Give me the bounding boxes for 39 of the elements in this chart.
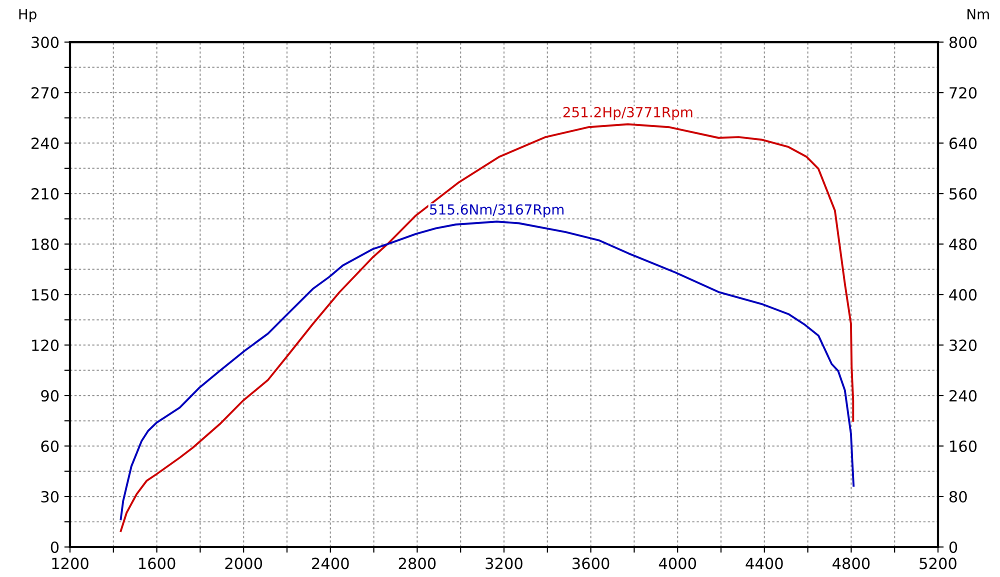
y-tick-label: 180 bbox=[32, 238, 59, 250]
y2-axis-title: Nm bbox=[968, 9, 989, 20]
x-tick-label: 4800 bbox=[832, 558, 870, 570]
x-tick-label: 4000 bbox=[658, 558, 696, 570]
y2-tick-label: 720 bbox=[950, 87, 977, 99]
y-axis-title: Hp bbox=[19, 9, 36, 22]
x-tick-label: 2800 bbox=[398, 558, 436, 570]
annotation: 515.6Nm/3167Rpm bbox=[430, 204, 564, 218]
y2-tick-label: 0 bbox=[949, 541, 958, 554]
y-tick-label: 270 bbox=[32, 87, 59, 99]
x-tick-label: 1600 bbox=[139, 558, 176, 570]
y-tick-label: 300 bbox=[32, 36, 59, 48]
y-tick-label: 210 bbox=[32, 188, 59, 200]
annotation: 251.2Hp/3771Rpm bbox=[563, 106, 692, 120]
y2-tick-label: 480 bbox=[949, 238, 977, 250]
line-series bbox=[120, 123, 854, 532]
y2-tick-label: 80 bbox=[949, 490, 967, 503]
y2-tick-label: 640 bbox=[949, 138, 977, 150]
x-tick-label: 5200 bbox=[920, 558, 956, 570]
y-tick-label: 240 bbox=[32, 138, 59, 150]
y2-tick-label: 160 bbox=[950, 440, 977, 452]
x-tick-label: 4400 bbox=[746, 558, 783, 570]
x-tick-label: 2000 bbox=[225, 558, 262, 570]
y2-tick-label: 240 bbox=[950, 390, 977, 402]
y-tick-label: 0 bbox=[50, 541, 59, 554]
y-tick-label: 90 bbox=[41, 390, 59, 402]
y2-tick-label: 560 bbox=[950, 188, 977, 200]
x-tick-label: 2400 bbox=[312, 558, 349, 570]
line-series bbox=[120, 220, 855, 520]
y2-tick-label: 400 bbox=[949, 289, 977, 301]
x-tick-label: 1200 bbox=[52, 558, 88, 570]
y-tick-label: 120 bbox=[32, 340, 59, 352]
x-tick-label: 3200 bbox=[486, 558, 522, 570]
y-tick-label: 150 bbox=[32, 289, 59, 301]
x-tick-label: 3600 bbox=[572, 558, 610, 570]
y2-tick-label: 320 bbox=[950, 340, 977, 352]
y2-tick-label: 800 bbox=[949, 36, 977, 48]
y-tick-label: 30 bbox=[41, 490, 59, 503]
y-tick-label: 60 bbox=[41, 440, 59, 452]
